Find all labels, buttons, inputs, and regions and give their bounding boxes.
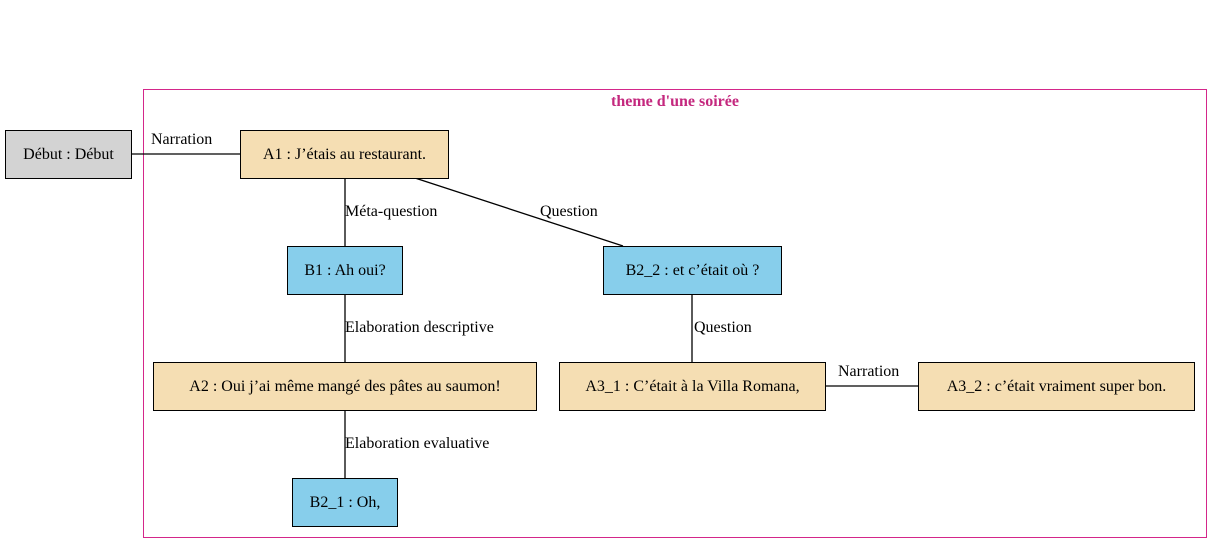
edge-label-b2-2-a3-1: Question <box>694 319 752 336</box>
edge-label-a2-b2-1: Elaboration evaluative <box>345 435 490 452</box>
node-a1[interactable]: A1 : J’étais au restaurant. <box>240 130 449 179</box>
cluster-title: theme d'une soirée <box>611 93 739 110</box>
node-b2-1[interactable]: B2_1 : Oh, <box>292 478 398 527</box>
node-debut[interactable]: Début : Début <box>5 130 132 179</box>
edge-label-a1-b2-2: Question <box>540 203 598 220</box>
edge-label-debut-a1: Narration <box>151 131 213 148</box>
node-b1[interactable]: B1 : Ah oui? <box>287 246 403 295</box>
edge-label-b1-a2: Elaboration descriptive <box>345 319 494 336</box>
node-b2-2[interactable]: B2_2 : et c’était où ? <box>603 246 782 295</box>
edge-label-a3-1-a3-2: Narration <box>838 363 900 380</box>
edge-label-a1-b1: Méta-question <box>345 203 438 220</box>
node-a2[interactable]: A2 : Oui j’ai même mangé des pâtes au sa… <box>153 362 537 411</box>
theme-cluster: theme d'une soirée <box>143 89 1207 538</box>
node-a3-1[interactable]: A3_1 : C’était à la Villa Romana, <box>559 362 826 411</box>
node-a3-2[interactable]: A3_2 : c’était vraiment super bon. <box>918 362 1195 411</box>
edge-a1-b2-2 <box>414 177 624 247</box>
